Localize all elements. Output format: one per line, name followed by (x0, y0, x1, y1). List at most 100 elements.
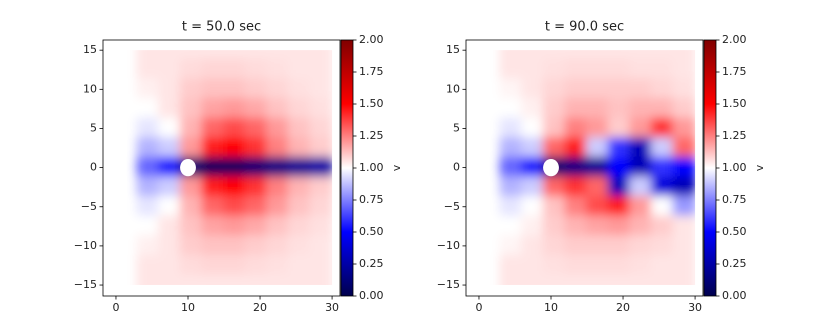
colorbar-tick-label: 1.25 (359, 129, 384, 142)
cell (650, 195, 675, 218)
x-tick-label: 0 (475, 301, 482, 314)
obstacle (180, 158, 196, 177)
cell (586, 50, 610, 61)
colorbar-tick-label: 0.00 (722, 289, 747, 302)
cell (564, 58, 589, 81)
cell (244, 215, 269, 238)
cell (244, 156, 269, 179)
cell (266, 176, 290, 198)
cell (287, 215, 312, 238)
cell (179, 117, 204, 140)
cell (521, 254, 545, 277)
cell (244, 235, 269, 257)
y-tick-label: 0 (90, 161, 97, 174)
cell (201, 50, 226, 61)
colorbar-label: v (753, 164, 766, 171)
cell (223, 98, 247, 120)
cell (629, 274, 653, 286)
colorbar-label: v (390, 164, 403, 171)
cell (266, 137, 290, 159)
cell (607, 58, 632, 81)
cell (201, 176, 226, 198)
cell (564, 50, 589, 61)
cell (201, 117, 226, 140)
cell (158, 235, 182, 257)
obstacle (543, 158, 559, 177)
cell (201, 235, 226, 257)
cell (499, 78, 524, 101)
y-tick-label: −15 (437, 278, 460, 291)
cell (629, 254, 653, 277)
y-tick-label: −5 (81, 200, 97, 213)
cell (586, 98, 610, 120)
cell (136, 274, 161, 286)
cell (136, 137, 161, 159)
cell (650, 235, 675, 257)
cell (629, 176, 653, 198)
cell (672, 117, 696, 140)
cell (564, 176, 589, 198)
cell (650, 98, 675, 120)
colorbar-tick-label: 0.25 (722, 257, 747, 270)
cell (223, 254, 247, 277)
cell (564, 235, 589, 257)
cell (672, 98, 696, 120)
cell (586, 176, 610, 198)
cell (179, 215, 204, 238)
cell (650, 50, 675, 61)
cell (244, 117, 269, 140)
cell (629, 98, 653, 120)
y-tick-label: 15 (446, 43, 460, 56)
cell (158, 254, 182, 277)
cell (650, 176, 675, 198)
cell (650, 58, 675, 81)
colorbar-tick-label: 1.75 (359, 65, 384, 78)
cell (542, 254, 567, 277)
cell (607, 176, 632, 198)
cell (287, 50, 312, 61)
panel-title: t = 90.0 sec (545, 20, 624, 35)
y-tick-label: 15 (83, 43, 97, 56)
cell (136, 78, 161, 101)
cell (672, 50, 696, 61)
colorbar-tick-label: 1.00 (359, 161, 384, 174)
cell (499, 58, 524, 81)
cell (672, 235, 696, 257)
cell (672, 58, 696, 81)
cell (223, 58, 247, 81)
cell (309, 195, 333, 218)
cell (650, 137, 675, 159)
cell (499, 137, 524, 159)
cell (629, 195, 653, 218)
cell (521, 215, 545, 238)
cell (521, 58, 545, 81)
cell (266, 50, 290, 61)
cell (179, 274, 204, 286)
cell (266, 58, 290, 81)
field-cells (136, 50, 333, 286)
cell (266, 98, 290, 120)
cell (672, 137, 696, 159)
cell (650, 117, 675, 140)
cell (266, 274, 290, 286)
cell (179, 50, 204, 61)
cell (223, 137, 247, 159)
cell (586, 117, 610, 140)
cell (542, 235, 567, 257)
y-tick-label: 5 (90, 121, 97, 134)
cell (287, 195, 312, 218)
cell (629, 117, 653, 140)
cell (201, 58, 226, 81)
cell (136, 254, 161, 277)
cell (136, 117, 161, 140)
cell (607, 117, 632, 140)
cell (309, 235, 333, 257)
cell (499, 156, 524, 179)
cell (179, 235, 204, 257)
cell (266, 235, 290, 257)
cell (672, 215, 696, 238)
cell (266, 156, 290, 179)
cell (542, 176, 567, 198)
cell (564, 156, 589, 179)
cell (179, 254, 204, 277)
